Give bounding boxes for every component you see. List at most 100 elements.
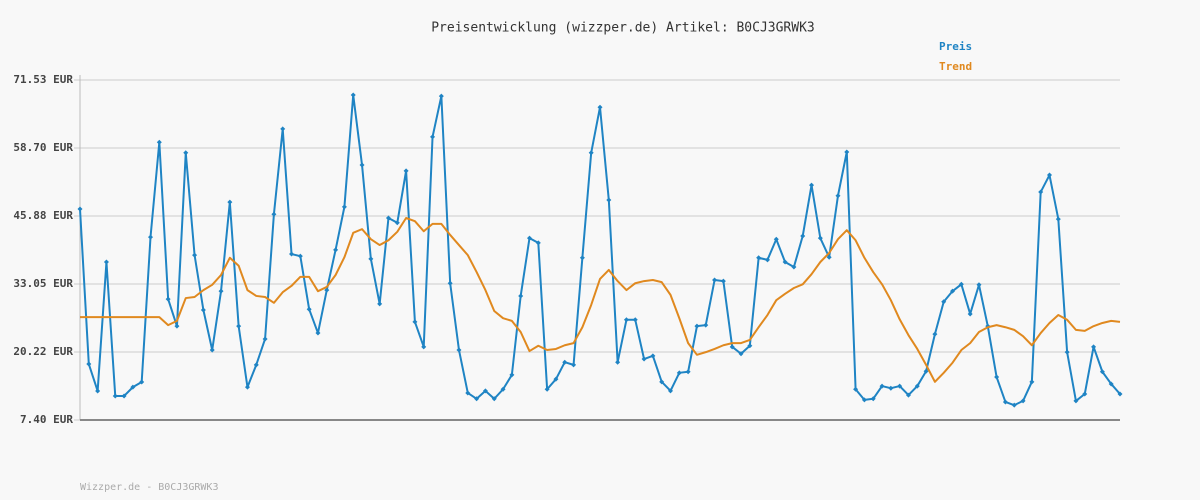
point-marker xyxy=(103,259,109,265)
y-tick-label: 7.40 EUR xyxy=(20,413,73,426)
point-marker xyxy=(297,253,303,259)
point-marker xyxy=(315,330,321,336)
point-marker xyxy=(306,306,312,312)
point-marker xyxy=(1064,349,1070,355)
point-marker xyxy=(438,93,444,99)
point-marker xyxy=(218,288,224,294)
point-marker xyxy=(165,296,171,302)
point-marker xyxy=(341,204,347,210)
point-marker xyxy=(764,257,770,263)
point-marker xyxy=(121,393,127,399)
point-marker xyxy=(130,384,136,390)
point-marker xyxy=(1038,189,1044,195)
point-marker xyxy=(1091,344,1097,350)
point-marker xyxy=(156,139,162,145)
y-tick-label: 45.88 EUR xyxy=(13,209,73,222)
point-marker xyxy=(623,317,629,323)
point-marker xyxy=(1082,391,1088,397)
legend-label: Preis xyxy=(939,40,972,53)
point-marker xyxy=(579,255,585,261)
point-marker xyxy=(712,277,718,283)
point-marker xyxy=(377,301,383,307)
point-marker xyxy=(650,353,656,359)
point-marker xyxy=(950,288,956,294)
y-tick-label: 20.22 EUR xyxy=(13,345,73,358)
point-marker xyxy=(77,206,83,212)
point-marker xyxy=(897,383,903,389)
point-marker xyxy=(1002,399,1008,405)
point-marker xyxy=(782,259,788,265)
point-marker xyxy=(95,388,101,394)
point-marker xyxy=(333,247,339,253)
chart-title: Preisentwicklung (wizzper.de) Artikel: B… xyxy=(431,21,815,36)
point-marker xyxy=(571,362,577,368)
point-marker xyxy=(148,234,154,240)
point-marker xyxy=(967,311,973,317)
point-marker xyxy=(200,307,206,313)
point-marker xyxy=(676,370,682,376)
point-marker xyxy=(385,215,391,221)
point-marker xyxy=(500,386,506,392)
point-marker xyxy=(914,383,920,389)
y-tick-label: 58.70 EUR xyxy=(13,141,73,154)
point-marker xyxy=(324,287,330,293)
point-marker xyxy=(456,347,462,353)
point-marker xyxy=(482,388,488,394)
point-marker xyxy=(465,390,471,396)
legend-label: Trend xyxy=(939,60,972,73)
point-marker xyxy=(976,282,982,288)
point-marker xyxy=(139,379,145,385)
point-marker xyxy=(86,361,92,367)
point-marker xyxy=(641,356,647,362)
point-marker xyxy=(192,252,198,258)
point-marker xyxy=(244,384,250,390)
point-marker xyxy=(535,240,541,246)
point-marker xyxy=(209,347,215,353)
point-marker xyxy=(526,235,532,241)
point-marker xyxy=(659,379,665,385)
point-marker xyxy=(800,233,806,239)
point-marker xyxy=(870,396,876,402)
point-marker xyxy=(615,359,621,365)
point-marker xyxy=(668,388,674,394)
point-marker xyxy=(1020,398,1026,404)
point-marker xyxy=(703,322,709,328)
point-marker xyxy=(1073,398,1079,404)
point-marker xyxy=(1055,216,1061,222)
point-marker xyxy=(280,126,286,132)
point-marker xyxy=(879,383,885,389)
point-marker xyxy=(888,385,894,391)
point-marker xyxy=(720,278,726,284)
point-marker xyxy=(183,150,189,156)
point-marker xyxy=(403,168,409,174)
point-marker xyxy=(227,199,233,205)
point-marker xyxy=(685,369,691,375)
point-marker xyxy=(1046,172,1052,178)
point-marker xyxy=(112,393,118,399)
point-marker xyxy=(1011,402,1017,408)
point-marker xyxy=(553,376,559,382)
point-marker xyxy=(1029,379,1035,385)
point-marker xyxy=(412,319,418,325)
point-marker xyxy=(941,299,947,305)
y-tick-label: 33.05 EUR xyxy=(13,277,73,290)
point-marker xyxy=(174,323,180,329)
point-marker xyxy=(271,211,277,217)
point-marker xyxy=(509,372,515,378)
point-marker xyxy=(359,162,365,168)
point-marker xyxy=(368,256,374,262)
point-marker xyxy=(853,386,859,392)
point-marker xyxy=(861,397,867,403)
y-tick-label: 71.53 EUR xyxy=(13,73,73,86)
point-marker xyxy=(729,344,735,350)
point-marker xyxy=(994,374,1000,380)
point-marker xyxy=(1108,381,1114,387)
point-marker xyxy=(447,280,453,286)
point-marker xyxy=(756,255,762,261)
point-marker xyxy=(791,264,797,270)
point-marker xyxy=(923,368,929,374)
point-marker xyxy=(958,281,964,287)
point-marker xyxy=(588,150,594,156)
